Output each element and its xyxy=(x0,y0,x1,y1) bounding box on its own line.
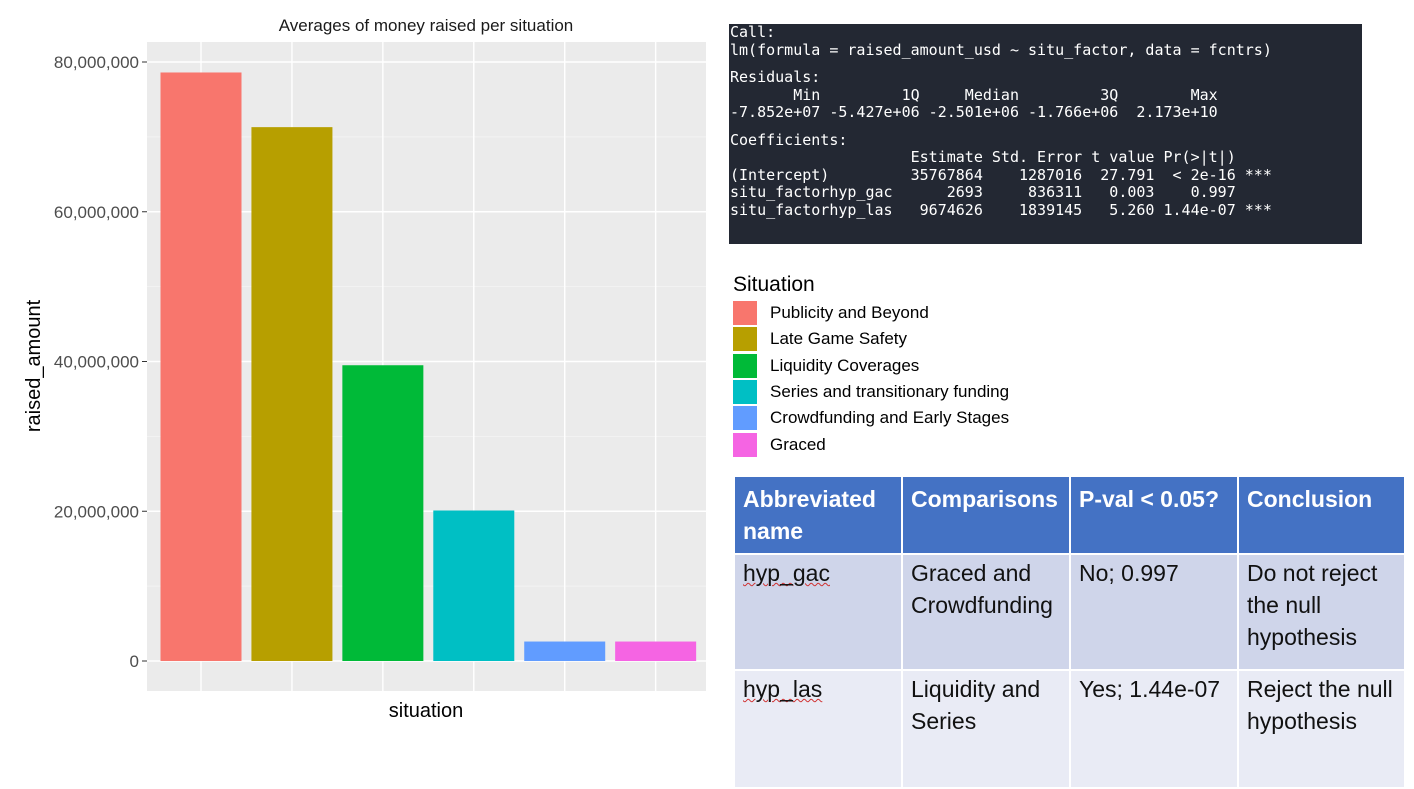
y-tick-label: 80,000,000 xyxy=(54,53,139,72)
bars xyxy=(160,72,697,662)
header-conclusion: Conclusion xyxy=(1237,475,1406,555)
hypothesis-table: Abbreviated name Comparisons P-val < 0.0… xyxy=(733,475,1406,789)
cell-conclusion: Do not reject the null hypothesis xyxy=(1237,553,1406,671)
legend-label: Graced xyxy=(770,434,826,454)
bar xyxy=(251,127,333,662)
cell-pval: No; 0.997 xyxy=(1069,553,1239,671)
table-row: hyp_gac Graced and Crowdfunding No; 0.99… xyxy=(733,553,1406,671)
bar xyxy=(433,510,515,661)
console-line: lm(formula = raised_amount_usd ~ situ_fa… xyxy=(730,40,1272,59)
legend-swatch xyxy=(733,406,757,431)
header-pval: P-val < 0.05? xyxy=(1069,475,1239,555)
y-tick-label: 60,000,000 xyxy=(54,203,139,222)
legend-item: Liquidity Coverages xyxy=(733,353,1133,379)
y-tick-label: 20,000,000 xyxy=(54,502,139,521)
y-tick-label: 40,000,000 xyxy=(54,353,139,372)
cell-conclusion: Reject the null hypothesis xyxy=(1237,669,1406,789)
console-line: situ_factorhyp_gac 2693 836311 0.003 0.9… xyxy=(730,183,1272,201)
header-comparisons: Comparisons xyxy=(901,475,1071,555)
legend-swatch xyxy=(733,432,757,457)
legend-swatch xyxy=(733,301,757,326)
cell-comparisons: Liquidity and Series xyxy=(901,669,1071,789)
legend-label: Series and transitionary funding xyxy=(770,382,1010,402)
console-line: (Intercept) 35767864 1287016 27.791 < 2e… xyxy=(730,165,1272,184)
console-line: Coefficients: xyxy=(730,130,848,149)
console-line xyxy=(730,122,1362,132)
y-tick-label: 0 xyxy=(130,652,139,671)
header-pval-text: P-val < 0.05? xyxy=(1079,486,1219,512)
legend-label: Crowdfunding and Early Stages xyxy=(770,408,1010,428)
console-line xyxy=(730,59,1362,69)
legend-label: Late Game Safety xyxy=(770,329,908,349)
y-axis: 0 20,000,000 40,000,000 60,000,000 80,000,00… xyxy=(54,53,147,671)
cell-pval: Yes; 1.44e-07 xyxy=(1069,669,1239,789)
cell-text: hyp_gac xyxy=(743,560,830,586)
legend-label: Publicity and Beyond xyxy=(770,303,929,323)
cell-abbreviated-name: hyp_gac xyxy=(733,553,903,671)
legend-label: Liquidity Coverages xyxy=(770,355,920,375)
legend-swatch xyxy=(733,327,757,352)
table-header-row: Abbreviated name Comparisons P-val < 0.0… xyxy=(733,475,1406,555)
console-line: situ_factorhyp_las 9674626 1839145 5.260… xyxy=(730,200,1272,219)
legend-item: Publicity and Beyond xyxy=(733,300,1133,326)
legend-item: Graced xyxy=(733,431,1133,457)
legend-swatch xyxy=(733,380,757,405)
console-line: Min 1Q Median 3Q Max xyxy=(730,85,1227,104)
x-axis-title: situation xyxy=(389,700,464,722)
r-console-output: Call: lm(formula = raised_amount_usd ~ si… xyxy=(729,24,1362,244)
header-abbreviated-name: Abbreviated name xyxy=(733,475,903,555)
legend-item: Series and transitionary funding xyxy=(733,379,1133,405)
bar xyxy=(615,641,697,661)
console-line: -7.852e+07 -5.427e+06 -2.501e+06 -1.766e… xyxy=(730,103,1227,121)
legend-item: Crowdfunding and Early Stages xyxy=(733,405,1133,431)
console-line: Call: xyxy=(730,24,776,41)
bar xyxy=(342,365,424,661)
cell-abbreviated-name: hyp_las xyxy=(733,669,903,789)
bar xyxy=(160,72,242,662)
bar-chart: Averages of money raised per situation 0… xyxy=(23,16,706,722)
cell-comparisons: Graced and Crowdfunding xyxy=(901,553,1071,671)
legend-item: Late Game Safety xyxy=(733,326,1133,352)
legend: Situation Publicity and Beyond Late Game … xyxy=(733,272,1133,458)
console-line: Residuals: xyxy=(730,68,821,86)
legend-title: Situation xyxy=(733,273,815,296)
console-line: Estimate Std. Error t value Pr(>|t|) xyxy=(730,148,1272,166)
cell-text: hyp_las xyxy=(743,676,823,702)
legend-swatch xyxy=(733,353,757,378)
bar xyxy=(524,641,606,661)
table-row: hyp_las Liquidity and Series Yes; 1.44e-… xyxy=(733,669,1406,789)
chart-title: Averages of money raised per situation xyxy=(279,16,574,35)
y-axis-title: raised_amount xyxy=(23,299,45,432)
